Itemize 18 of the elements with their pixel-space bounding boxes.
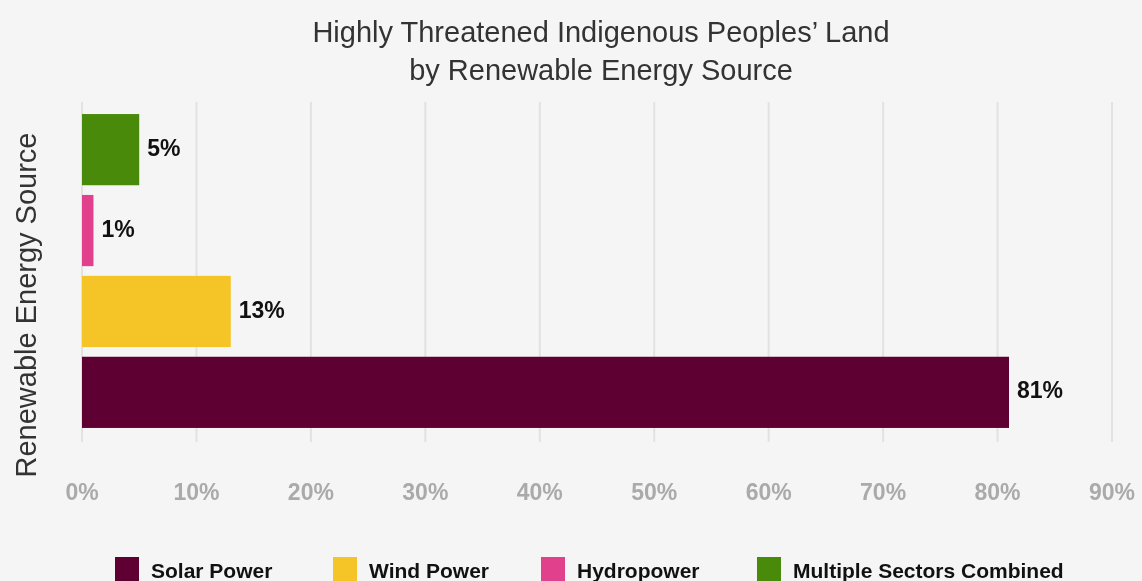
data-label: 13% (238, 296, 285, 323)
x-tick-label: 30% (402, 479, 449, 505)
x-tick-label: 90% (1088, 479, 1136, 505)
data-label: 81% (1017, 377, 1064, 404)
legend-label: Solar Power (151, 559, 273, 581)
data-label: 1% (101, 215, 135, 242)
x-tick-label: 0% (65, 479, 99, 505)
x-tick-label: 70% (860, 479, 907, 505)
x-tick-label: 80% (974, 479, 1021, 505)
x-tick-label: 60% (745, 479, 792, 505)
x-tick-label: 50% (631, 479, 678, 505)
data-label: 5% (147, 134, 181, 161)
x-tick-label: 20% (287, 479, 334, 505)
chart-title: Highly Threatened Indigenous Peoples’ Land by Renewable Energy Source (312, 16, 890, 86)
x-tick-label: 10% (173, 479, 220, 505)
y-axis-title: Renewable Energy Source (10, 132, 42, 478)
x-tick-label: 40% (516, 479, 563, 505)
legend-label: Wind Power (369, 559, 489, 581)
